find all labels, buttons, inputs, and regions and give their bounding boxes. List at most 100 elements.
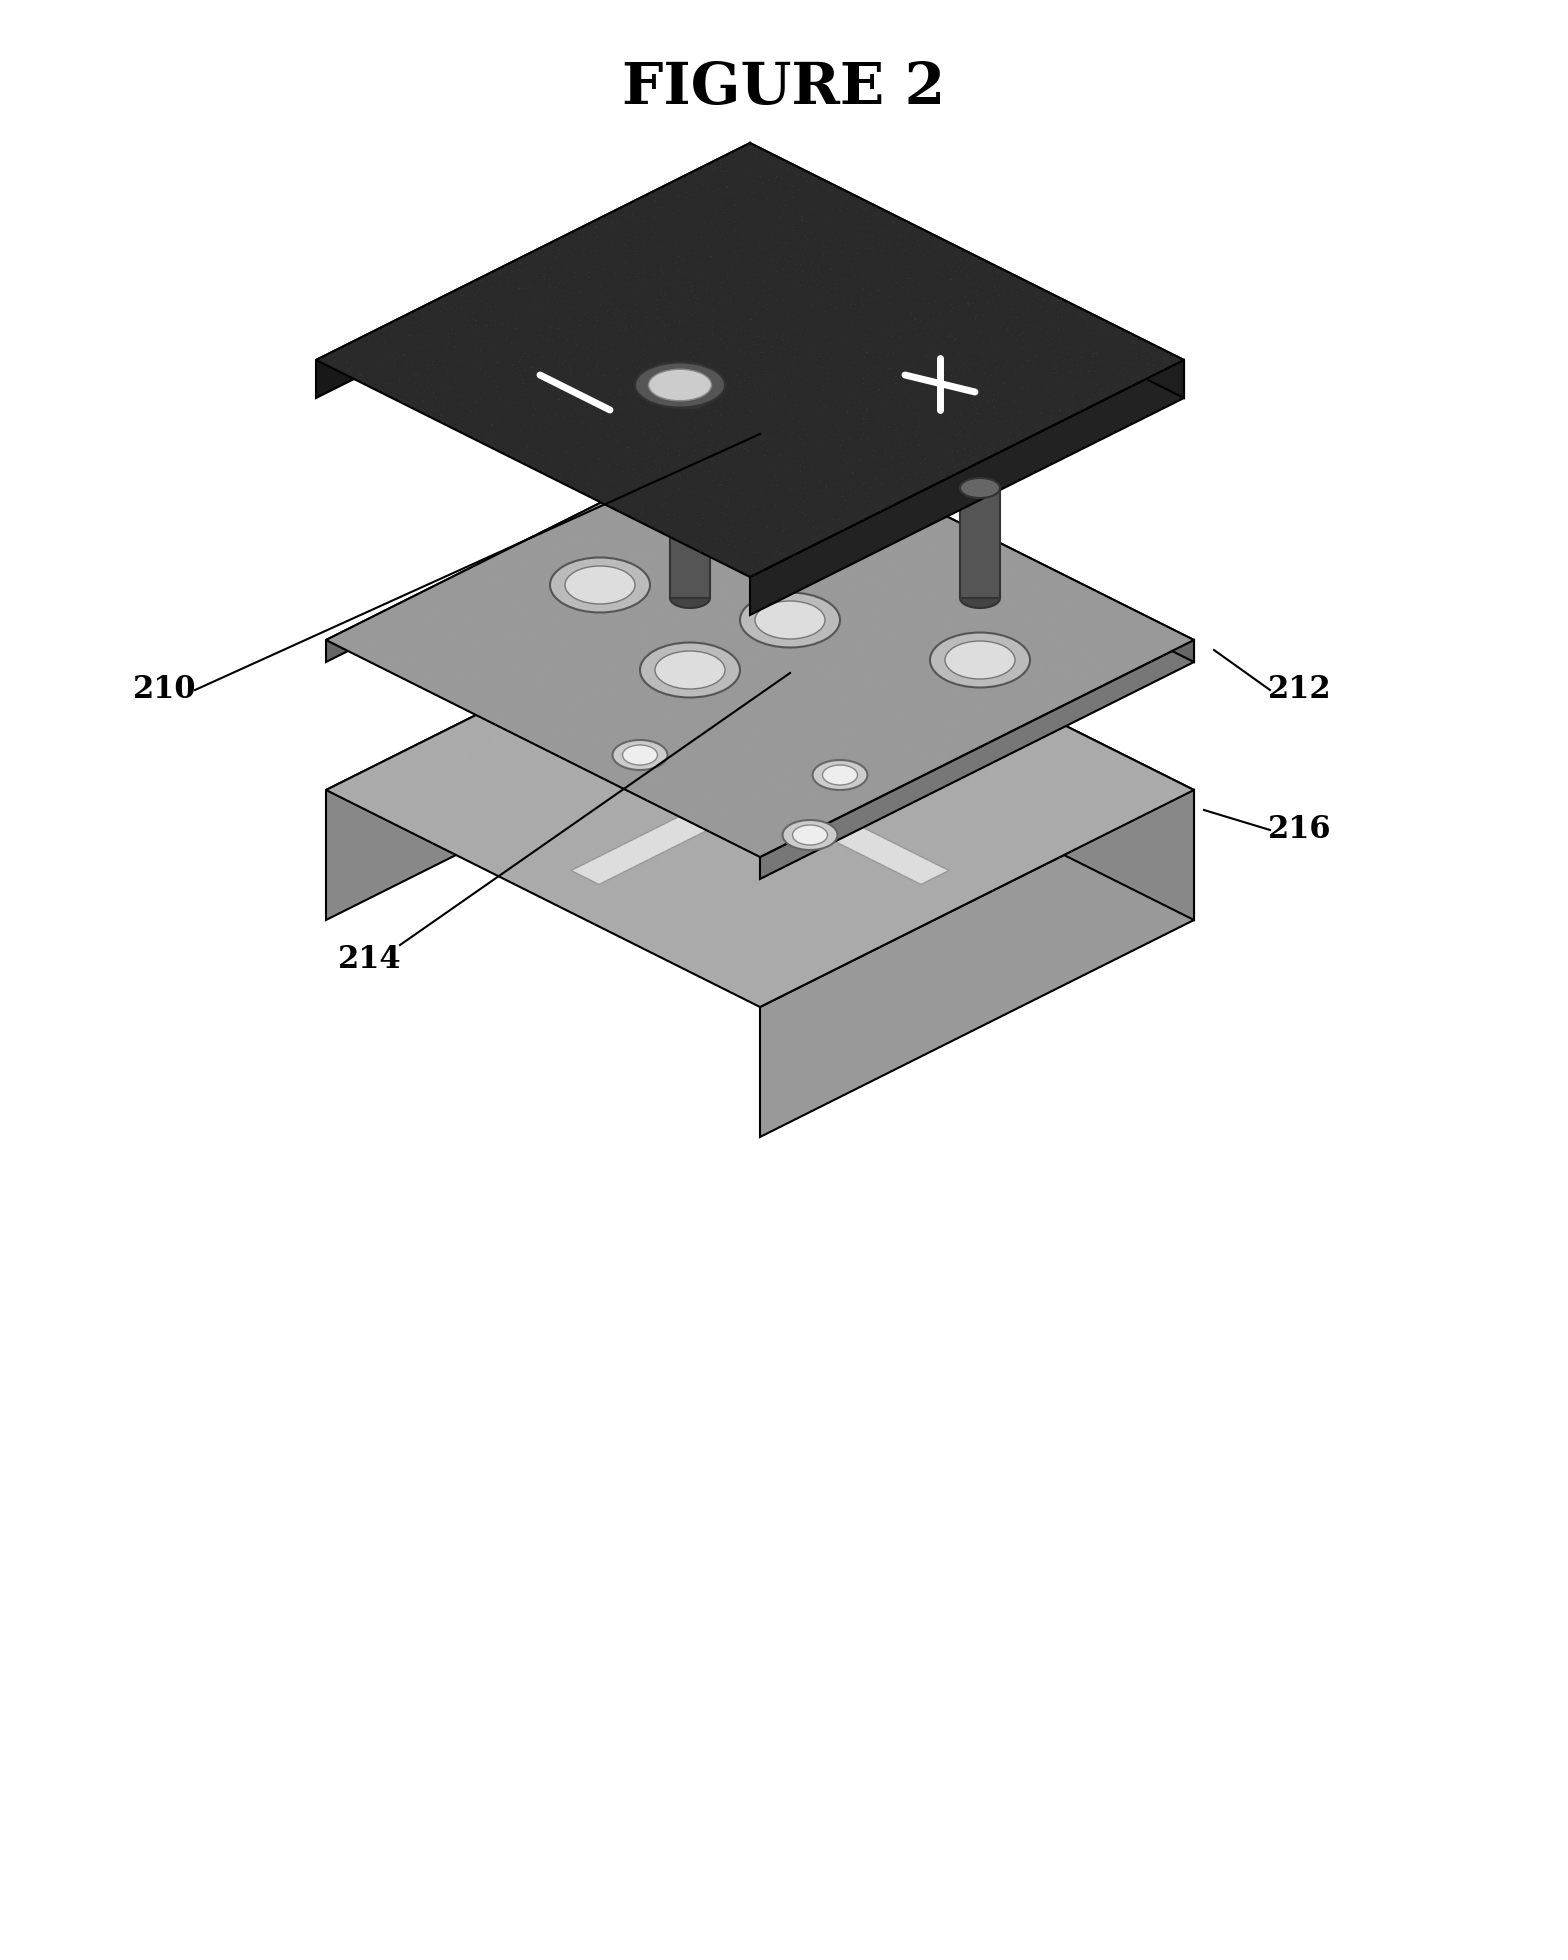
Point <box>823 711 848 743</box>
Point <box>637 786 662 817</box>
Point <box>691 909 717 941</box>
Point <box>939 743 964 774</box>
Point <box>528 621 554 653</box>
Point <box>643 674 668 706</box>
Point <box>343 778 368 809</box>
Point <box>494 535 519 566</box>
Point <box>646 882 671 913</box>
Point <box>717 857 742 888</box>
Point <box>867 494 892 525</box>
Point <box>916 643 941 674</box>
Point <box>591 811 616 843</box>
Point <box>579 382 604 414</box>
Point <box>522 747 547 778</box>
Point <box>659 257 684 288</box>
Point <box>1083 337 1109 368</box>
Point <box>1129 606 1154 637</box>
Point <box>895 760 920 792</box>
Point <box>557 349 582 380</box>
Point <box>676 384 701 416</box>
Point <box>649 280 674 312</box>
Point <box>591 249 616 280</box>
Point <box>469 713 494 745</box>
Point <box>583 355 608 386</box>
Point <box>1035 774 1060 806</box>
Point <box>803 943 828 974</box>
Point <box>952 439 977 470</box>
Point <box>1091 788 1116 819</box>
Point <box>387 800 412 831</box>
Point <box>892 429 917 461</box>
Point <box>955 594 980 625</box>
Point <box>1093 329 1118 361</box>
Point <box>599 506 624 537</box>
Point <box>347 359 372 390</box>
Point <box>665 474 690 506</box>
Point <box>842 790 867 821</box>
Point <box>1016 612 1041 643</box>
Point <box>974 351 999 382</box>
Point <box>768 674 793 706</box>
Point <box>580 717 605 749</box>
Point <box>834 529 859 561</box>
Point <box>778 198 803 229</box>
Point <box>588 269 613 300</box>
Point <box>412 584 437 615</box>
Point <box>836 641 861 672</box>
Point <box>764 739 789 770</box>
Point <box>781 535 806 566</box>
Point <box>723 517 748 549</box>
Point <box>436 619 461 651</box>
Point <box>914 531 939 563</box>
Point <box>768 202 793 233</box>
Point <box>712 427 737 459</box>
Point <box>1069 608 1094 639</box>
Point <box>864 276 889 308</box>
Point <box>649 272 674 304</box>
Point <box>757 145 782 176</box>
Point <box>687 831 712 862</box>
Point <box>823 292 848 323</box>
Point <box>434 294 459 325</box>
Point <box>845 374 870 406</box>
Point <box>822 860 847 892</box>
Point <box>858 776 883 808</box>
Point <box>586 443 612 474</box>
Point <box>572 423 597 455</box>
Point <box>793 480 818 512</box>
Point <box>789 551 814 582</box>
Point <box>875 876 900 907</box>
Point <box>588 402 613 433</box>
Point <box>773 757 798 788</box>
Point <box>1094 343 1120 374</box>
Point <box>914 492 939 523</box>
Point <box>709 602 734 633</box>
Point <box>862 588 887 619</box>
Point <box>949 357 974 388</box>
Point <box>699 541 724 572</box>
Point <box>801 615 826 647</box>
Point <box>543 243 568 274</box>
Point <box>809 780 834 811</box>
Point <box>538 576 563 608</box>
Point <box>887 384 913 416</box>
Point <box>430 390 455 421</box>
Point <box>839 833 864 864</box>
Point <box>459 296 485 327</box>
Point <box>612 753 637 784</box>
Point <box>560 533 585 564</box>
Point <box>428 400 453 431</box>
Point <box>710 729 735 760</box>
Point <box>502 809 527 841</box>
Point <box>602 813 627 845</box>
Point <box>701 868 726 900</box>
Point <box>1000 323 1025 355</box>
Point <box>657 713 682 745</box>
Point <box>751 425 776 457</box>
Point <box>928 545 953 576</box>
Point <box>966 431 991 463</box>
Point <box>483 723 508 755</box>
Point <box>499 327 524 359</box>
Point <box>887 674 913 706</box>
Point <box>746 488 771 519</box>
